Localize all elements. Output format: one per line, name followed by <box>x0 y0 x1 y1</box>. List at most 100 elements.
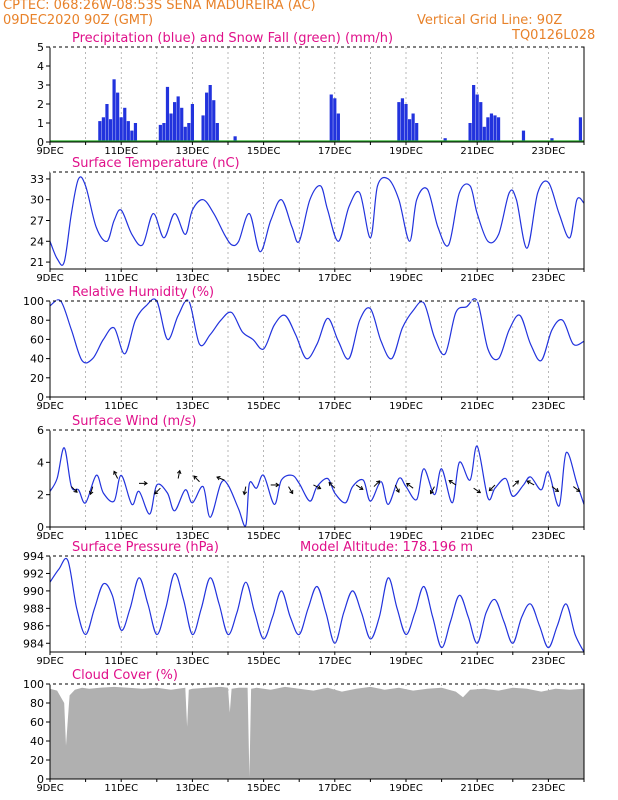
precip-bar <box>165 86 170 142</box>
y-tick-label: 0 <box>37 391 44 404</box>
wind-arrow <box>429 486 435 495</box>
y-tick-label: 27 <box>30 215 44 228</box>
x-tick-label: 9DEC <box>36 273 63 284</box>
x-tick-label: 15DEC <box>247 783 281 794</box>
x-tick-label: 9DEC <box>36 531 63 542</box>
chart-annotation: Model Altitude: 178.196 m <box>300 540 473 555</box>
precip-bar <box>407 119 412 142</box>
precip-bar <box>126 121 130 142</box>
y-tick-label: 40 <box>30 353 44 366</box>
precip-bar <box>173 102 177 142</box>
x-tick-label: 21DEC <box>460 531 494 542</box>
wind-arrow <box>488 484 496 492</box>
precip-bar <box>108 119 113 142</box>
x-tick-label: 11DEC <box>104 273 138 284</box>
x-tick-label: 13DEC <box>176 531 210 542</box>
precip-bar <box>400 98 405 142</box>
precip-bar <box>397 102 401 142</box>
x-tick-label: 23DEC <box>532 783 566 794</box>
x-tick-label: 15DEC <box>247 401 281 412</box>
precip-bar <box>158 124 162 142</box>
precip-bar <box>521 130 526 142</box>
y-tick-label: 2 <box>37 489 44 502</box>
wind-arrow <box>405 482 414 489</box>
panel-cloud: 0 20 40 60 80 100 9DEC 11DEC 13DEC 15DEC 17DEC 19DE… <box>23 668 585 794</box>
precip-bar <box>333 98 337 142</box>
x-tick-label: 21DEC <box>460 401 494 412</box>
precip-bar <box>212 100 216 142</box>
precip-bar <box>116 92 120 142</box>
y-tick-label: 100 <box>23 295 44 308</box>
precip-bar <box>119 117 123 142</box>
precip-bar <box>187 123 191 142</box>
wind-arrow <box>512 480 520 487</box>
plot-frame <box>49 555 585 653</box>
precip-bar <box>162 123 166 142</box>
precip-bar <box>112 79 116 142</box>
y-tick-label: 1 <box>37 117 44 130</box>
y-tick-label: 992 <box>23 567 44 580</box>
precip-bar <box>496 117 501 142</box>
precip-bar <box>133 123 138 142</box>
grid-note: Vertical Grid Line: 90Z <box>417 13 563 28</box>
wind-arrow <box>313 484 322 490</box>
y-tick-label: 0 <box>37 136 44 149</box>
plot-frame <box>49 300 585 398</box>
precip-bar <box>489 113 494 142</box>
precip-bar <box>205 92 209 142</box>
plot-frame <box>49 46 585 143</box>
x-tick-label: 19DEC <box>389 401 423 412</box>
precip-bar <box>472 85 476 142</box>
x-tick-label: 17DEC <box>318 531 352 542</box>
series-line-wind <box>49 445 585 527</box>
wind-arrow <box>473 487 482 494</box>
x-tick-label: 17DEC <box>318 783 352 794</box>
x-tick-label: 21DEC <box>460 656 494 667</box>
x-tick-label: 9DEC <box>36 401 63 412</box>
y-tick-label: 990 <box>23 585 44 598</box>
y-tick-label: 100 <box>23 678 44 691</box>
wind-arrow <box>551 486 560 492</box>
cloud-area <box>50 686 584 779</box>
x-tick-label: 15DEC <box>247 531 281 542</box>
precip-bar <box>486 117 490 142</box>
precip-bar <box>98 121 102 142</box>
x-tick-label: 13DEC <box>176 783 210 794</box>
precip-bar <box>180 107 184 142</box>
y-tick-label: 0 <box>37 521 44 534</box>
x-tick-label: 15DEC <box>247 273 281 284</box>
wind-arrow <box>176 469 182 479</box>
y-tick-label: 2 <box>37 98 44 111</box>
wind-arrow <box>448 480 457 486</box>
x-tick-label: 23DEC <box>532 273 566 284</box>
x-tick-label: 19DEC <box>389 531 423 542</box>
precip-bar <box>443 138 447 142</box>
precip-bar <box>329 94 333 142</box>
x-tick-label: 19DEC <box>389 783 423 794</box>
series-line-rh <box>49 298 585 364</box>
x-tick-label: 15DEC <box>247 656 281 667</box>
precip-bar <box>550 138 554 142</box>
y-tick-label: 60 <box>30 333 44 346</box>
y-tick-label: 40 <box>30 735 44 748</box>
precip-bar <box>336 113 340 142</box>
x-tick-label: 11DEC <box>104 783 138 794</box>
x-tick-label: 13DEC <box>176 146 210 157</box>
wind-arrow <box>394 484 400 493</box>
precip-bar <box>415 123 419 142</box>
x-tick-label: 11DEC <box>104 146 138 157</box>
header: CPTEC: 068:26W-08:53S SENA MADUREIRA (AC… <box>0 0 618 48</box>
x-tick-label: 11DEC <box>104 531 138 542</box>
wind-arrow <box>373 480 381 487</box>
precip-bar <box>215 123 219 142</box>
x-tick-label: 9DEC <box>36 656 63 667</box>
x-tick-label: 11DEC <box>104 401 138 412</box>
x-tick-label: 19DEC <box>389 273 423 284</box>
wind-arrow <box>139 481 148 486</box>
wind-arrow <box>154 487 161 495</box>
run-code: TQ0126L028 <box>512 28 596 43</box>
x-tick-label: 17DEC <box>318 273 352 284</box>
precip-bar <box>578 117 583 142</box>
panel-precip: 0 1 2 3 4 5 9DEC 11DEC 13DEC 15DEC 17DEC 19DEC 21DEC… <box>36 31 585 157</box>
